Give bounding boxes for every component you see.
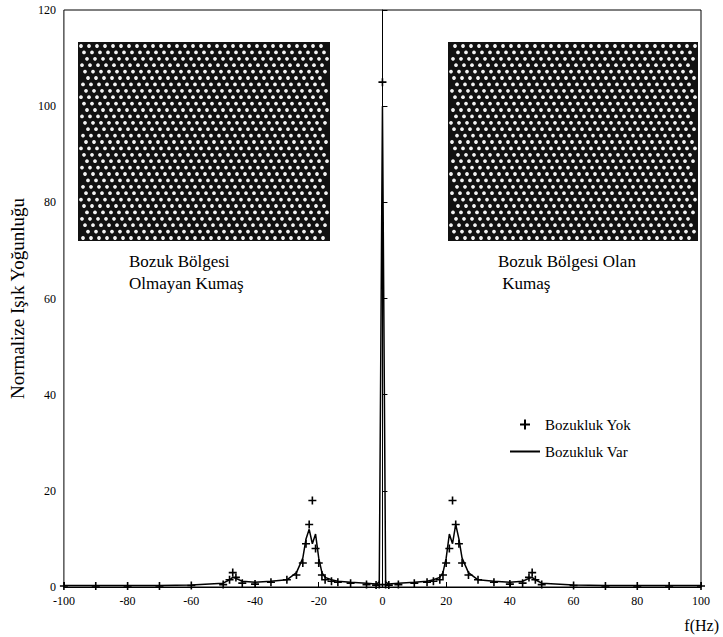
svg-text:-60: -60 bbox=[183, 594, 199, 608]
svg-text:0: 0 bbox=[50, 580, 56, 594]
svg-text:Bozuk Bölgesi: Bozuk Bölgesi bbox=[129, 252, 234, 271]
svg-text:f(Hz): f(Hz) bbox=[684, 617, 719, 635]
svg-text:0: 0 bbox=[379, 594, 385, 608]
svg-text:20: 20 bbox=[44, 484, 56, 498]
svg-text:100: 100 bbox=[692, 594, 710, 608]
svg-text:80: 80 bbox=[44, 195, 56, 209]
svg-text:80: 80 bbox=[631, 594, 643, 608]
svg-text:-80: -80 bbox=[120, 594, 136, 608]
svg-text:40: 40 bbox=[44, 388, 56, 402]
svg-text:-20: -20 bbox=[311, 594, 327, 608]
svg-text:Bozukluk Yok: Bozukluk Yok bbox=[545, 417, 631, 433]
svg-text:60: 60 bbox=[568, 594, 580, 608]
svg-text:Olmayan Kumaş: Olmayan Kumaş bbox=[129, 274, 244, 293]
svg-text:Bozuk Bölgesi Olan: Bozuk Bölgesi Olan bbox=[498, 252, 636, 271]
svg-text:100: 100 bbox=[38, 99, 56, 113]
svg-text:-40: -40 bbox=[247, 594, 263, 608]
svg-text:20: 20 bbox=[440, 594, 452, 608]
svg-text:120: 120 bbox=[38, 3, 56, 17]
svg-text:Normalize Işık Yoğunluğu: Normalize Işık Yoğunluğu bbox=[7, 197, 28, 399]
svg-text:Kumaş: Kumaş bbox=[498, 274, 550, 293]
svg-text:60: 60 bbox=[44, 292, 56, 306]
svg-text:Bozukluk Var: Bozukluk Var bbox=[545, 444, 628, 460]
svg-text:-100: -100 bbox=[53, 594, 75, 608]
svg-text:40: 40 bbox=[504, 594, 516, 608]
